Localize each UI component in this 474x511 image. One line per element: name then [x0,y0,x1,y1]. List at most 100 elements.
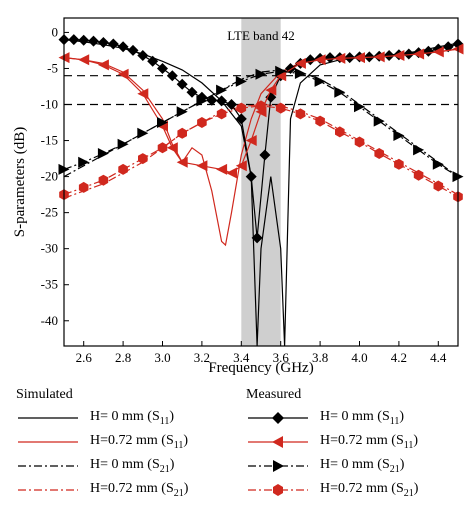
series-4-point-8 [137,50,149,61]
x-tick-label-6: 3.8 [312,350,328,365]
series-7-point-4 [138,153,148,165]
y-tick-label-3: -15 [41,133,58,148]
series-5-point-16 [294,57,306,69]
series-7-point-2 [98,174,109,186]
series-5-point-8 [196,160,208,172]
series-6-point-7 [196,95,208,107]
x-tick-label-7: 4.0 [351,350,367,365]
series-7-point-6 [177,127,187,139]
lte-band-rect [241,18,281,346]
series-6-point-14 [334,86,346,98]
x-axis-label: Frequency (GHz) [208,360,313,376]
y-tick-label-8: -40 [41,313,58,328]
series-5-point-11 [235,160,247,172]
legend-item-sim-0mm-s11: H= 0 mm (S11) [16,406,188,430]
series-line-2 [63,69,459,178]
series-4-point-19 [245,171,257,183]
x-tick-label-4: 3.4 [233,350,250,365]
y-axis-label: S-parameters (dB) [12,127,28,237]
series-4-point-28 [324,52,336,64]
series-6-point-6 [176,106,188,118]
series-7-point-16 [374,148,384,159]
series-4-point-4 [97,37,109,48]
series-4-point-1 [68,34,80,46]
series-4-point-20 [251,232,263,244]
legend-label-meas-072mm-s11: H=0.72 mm (S11) [320,433,419,451]
legend-simulated-title: Simulated [16,387,73,402]
legend-sample-sim-0mm-s11 [18,417,78,419]
series-6-point-5 [157,117,168,128]
series-5-point-4 [137,88,149,100]
series-5-point-14 [265,84,277,96]
legend-simulated: Simulated H= 0 mm (S11) H=0.72 mm (S11) … [16,384,188,502]
band-label: LTE band 42 [227,28,294,43]
legend-sample-sim-072mm-s21 [18,489,78,491]
series-6-point-17 [393,130,405,141]
series-4-point-11 [166,70,178,82]
series-4-point-9 [147,55,159,67]
series-6-point-16 [373,115,385,127]
series-4-point-7 [127,44,139,56]
series-7-point-5 [157,142,168,154]
series-6-point-19 [432,158,444,170]
legend-label-meas-0mm-s11: H= 0 mm (S11) [320,409,405,427]
series-6-point-12 [294,68,306,79]
series-4-point-21 [259,149,271,161]
series-6-point-18 [413,144,425,156]
x-tick-label-9: 4.4 [430,350,447,365]
legend-sample-meas-0mm-s11 [248,412,308,424]
series-7-point-11 [275,102,286,114]
legend-item-sim-0mm-s21: H= 0 mm (S21) [16,454,188,478]
series-5-point-20 [373,51,385,63]
series-4-point-16 [216,95,228,107]
series-7-point-8 [216,108,227,120]
legend-item-sim-072mm-s21: H=0.72 mm (S21) [16,478,188,502]
series-7-point-13 [315,115,325,127]
s-parameter-chart: 2.6 2.8 3.0 3.2 3.4 3.6 3.8 4.0 4.2 4.4 0 -5 -10 -15 -… [12,17,464,376]
series-6-point-3 [117,138,129,150]
legend-item-meas-072mm-s11: H=0.72 mm (S11) [246,430,418,454]
series-5-point-18 [334,52,346,64]
axes: 2.6 2.8 3.0 3.2 3.4 3.6 3.8 4.0 4.2 4.4 0 -5 -10 -15 -… [41,17,459,365]
series-5-point-17 [314,54,326,66]
series-6-point-13 [314,75,326,87]
series-4-point-18 [235,113,247,125]
x-tick-label-5: 3.6 [273,350,290,365]
series-7-point-19 [433,180,444,192]
series-7-point-12 [295,108,306,120]
series-5-point-12 [245,135,257,146]
series-6-point-11 [275,65,287,77]
series-5-point-10 [226,167,237,179]
series-5-point-21 [393,50,405,61]
series-6-point-1 [78,156,90,168]
series-4-point-3 [88,35,99,47]
y-tick-label-5: -25 [41,205,58,220]
series-4-point-2 [78,34,90,46]
series-5-point-19 [354,52,365,64]
y-tick-label-1: -5 [47,60,58,75]
series-7-point-1 [78,181,89,193]
series-4-point-12 [176,78,188,90]
legend-item-meas-0mm-s11: H= 0 mm (S11) [246,406,418,430]
series-6-point-8 [216,84,228,96]
series-4-point-38 [422,45,434,57]
series-5-point-1 [78,54,90,66]
series-5-point-3 [117,68,129,80]
legend-item-sim-072mm-s11: H=0.72 mm (S11) [16,430,188,454]
legend-item-meas-072mm-s21: H=0.72 mm (S21) [246,478,418,502]
series-6-point-4 [137,127,149,139]
series-7-point-10 [256,100,266,112]
series-4-point-5 [107,38,119,50]
x-tick-label-2: 3.0 [154,350,170,365]
x-tick-label-1: 2.8 [115,350,131,365]
series-5-point-9 [216,163,228,175]
legend-sample-meas-0mm-s21 [248,460,308,472]
y-tick-label-6: -30 [41,241,58,256]
lte-band [64,18,458,346]
legend-label-meas-072mm-s21: H=0.72 mm (S21) [320,481,419,499]
series-5-point-7 [176,156,188,168]
series-6-point-10 [255,68,267,80]
series-7-point-9 [236,102,247,114]
legend-label-sim-0mm-s11: H= 0 mm (S11) [90,409,175,427]
series-4-point-10 [157,63,168,74]
